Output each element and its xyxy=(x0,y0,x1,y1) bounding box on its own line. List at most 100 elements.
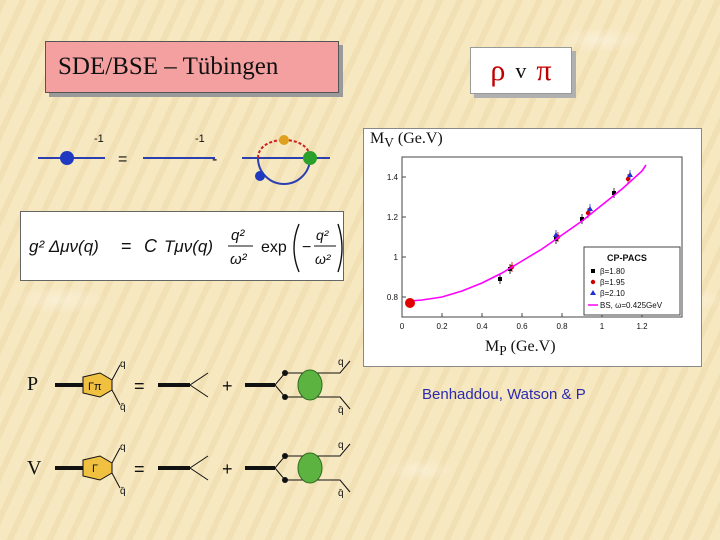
mp-axis-label: MP (Ge.V) xyxy=(485,338,556,359)
v-equals: = xyxy=(134,459,145,479)
title-box: SDE/BSE – Tübingen xyxy=(45,41,339,93)
p-loop-dot-top xyxy=(282,370,288,376)
v-vertex-antiquark xyxy=(111,472,121,489)
legend-item-bs: BS, ω=0.425GeV xyxy=(600,301,663,310)
legend-item-beta195: β=1.95 xyxy=(600,278,625,287)
data-point-beta210 xyxy=(553,232,559,237)
mp-sub: P xyxy=(499,343,507,359)
eq-equals: = xyxy=(121,236,132,256)
sde-full-vertex-dot xyxy=(60,151,74,165)
legend-item-beta180: β=1.80 xyxy=(600,267,625,276)
eq-c: C xyxy=(144,236,158,256)
x-tick-label: 0.4 xyxy=(476,322,488,331)
p-loop-q: q xyxy=(338,357,344,368)
plot-box: 0 0.2 0.4 0.6 0.8 1 1.2 0.8 1 1.2 1.4 CP-PACS β=1.… xyxy=(363,128,702,367)
legend-item-beta210: β=2.10 xyxy=(600,289,625,298)
v-bare-antiquark xyxy=(189,467,209,481)
v-vertex-quark xyxy=(111,447,121,464)
plot-frame xyxy=(401,156,683,318)
p-kernel xyxy=(297,369,323,401)
sde-minus-one-b: -1 xyxy=(195,133,205,145)
series-line-bs xyxy=(409,164,647,302)
sde-equals: = xyxy=(118,151,127,168)
data-point-beta195 xyxy=(585,210,591,216)
eq-paren-left xyxy=(293,223,300,273)
y-tick-label: 1.2 xyxy=(387,213,399,222)
data-point-beta195 xyxy=(625,176,631,182)
legend-marker-beta210 xyxy=(590,290,596,295)
eq-frac-num: q² xyxy=(231,227,245,244)
eq-exp-num: q² xyxy=(316,227,330,243)
p-vertex-label: Γπ xyxy=(88,381,102,393)
v-text: v xyxy=(515,57,527,83)
data-point-beta180 xyxy=(580,217,584,221)
p-q-top: q xyxy=(120,359,126,370)
mp-main: M xyxy=(485,338,500,355)
sde-diagram: -1 = -1 - xyxy=(38,133,330,185)
eq-lhs: g² Δμν(q) xyxy=(29,237,99,256)
bse-diagram-v: Γ q q̄ = + q q̄ xyxy=(55,440,351,499)
x-tick-label: 1 xyxy=(600,322,605,331)
title-text: SDE/BSE – Tübingen xyxy=(58,53,279,80)
mp-unit: (Ge.V) xyxy=(510,338,556,355)
mv-sub: V xyxy=(384,135,394,151)
y-tick-label: 1 xyxy=(394,253,399,262)
rho-v-pi-box: ρ v π xyxy=(470,47,572,94)
legend-marker-beta180 xyxy=(591,269,595,273)
pi-symbol: π xyxy=(536,53,552,87)
eq-t: Tμν(q) xyxy=(164,237,213,256)
legend-marker-beta195 xyxy=(590,279,596,285)
data-point-beta180 xyxy=(498,277,502,281)
x-tick-label: 0.6 xyxy=(516,322,528,331)
mv-main: M xyxy=(370,130,385,147)
p-bare-quark xyxy=(189,372,209,386)
v-loop-q: q xyxy=(338,440,344,451)
sde-quark-loop xyxy=(257,157,311,185)
mass-plot: 0 0.2 0.4 0.6 0.8 1 1.2 0.8 1 1.2 1.4 CP-PACS β=1.… xyxy=(387,156,683,331)
legend-title: CP-PACS xyxy=(607,253,647,263)
eq-paren-right xyxy=(337,223,343,273)
v-kernel xyxy=(297,452,323,484)
v-q-top: q xyxy=(120,442,126,453)
p-loop-qbar: q̄ xyxy=(338,405,344,415)
x-tick-label: 0.8 xyxy=(556,322,568,331)
sde-minus-one-a: -1 xyxy=(94,133,104,145)
v-loop-qbar: q̄ xyxy=(338,488,344,499)
highlight-point xyxy=(405,298,415,308)
p-vertex-quark xyxy=(111,364,121,381)
sde-vertex-dot-green xyxy=(303,151,317,165)
data-point-beta210 xyxy=(627,172,633,177)
y-tick-label: 1.4 xyxy=(387,173,399,182)
p-bare-antiquark xyxy=(189,384,209,398)
x-tick-label: 1.2 xyxy=(636,322,648,331)
x-tick-label: 0.2 xyxy=(436,322,448,331)
v-plus: + xyxy=(222,459,233,479)
eq-minus: − xyxy=(302,239,311,256)
mv-axis-label: MV (Ge.V) xyxy=(368,130,445,152)
legend-box xyxy=(583,246,681,316)
p-loop-dot-bottom xyxy=(282,394,288,400)
bse-diagram-p: Γπ q q̄ = + q q̄ xyxy=(55,357,351,415)
v-loop-dot-bottom xyxy=(282,477,288,483)
eq-exp-den: ω² xyxy=(315,251,332,267)
x-tick-label: 0 xyxy=(400,322,405,331)
y-tick-label: 0.8 xyxy=(387,293,399,302)
sde-minus: - xyxy=(212,151,217,168)
v-bare-quark xyxy=(189,455,209,469)
sde-gluon-dot xyxy=(279,135,289,145)
v-vertex-label: Γ xyxy=(92,463,98,475)
equation-svg: g² Δμν(q) = C Tμν(q) q² ω² exp − q² ω² xyxy=(29,223,343,273)
eq-exp: exp xyxy=(261,239,287,256)
p-qbar-bottom: q̄ xyxy=(120,402,126,413)
rho-symbol: ρ xyxy=(490,53,506,87)
data-point-beta180 xyxy=(612,191,616,195)
mv-unit: (Ge.V) xyxy=(397,130,443,147)
sde-vertex-dot-blue xyxy=(255,171,265,181)
row-label-p: P xyxy=(27,373,39,395)
row-label-v: V xyxy=(27,457,42,479)
p-plus: + xyxy=(222,376,233,396)
v-qbar-bottom: q̄ xyxy=(120,486,126,497)
p-vertex-antiquark xyxy=(111,389,121,406)
eq-frac-den: ω² xyxy=(230,251,248,268)
v-loop-dot-top xyxy=(282,453,288,459)
